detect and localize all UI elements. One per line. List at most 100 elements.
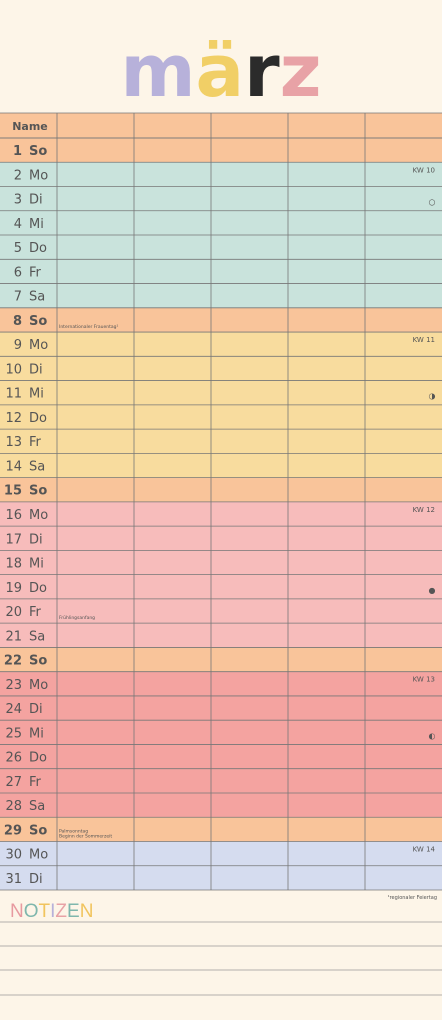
day-name: Mo bbox=[29, 168, 48, 183]
day-row bbox=[0, 550, 442, 575]
header-label: Name bbox=[12, 120, 48, 133]
moon-phase: ◐ bbox=[429, 731, 436, 740]
day-row bbox=[0, 186, 442, 211]
day-row bbox=[0, 865, 442, 890]
week-number: KW 12 bbox=[413, 506, 435, 514]
day-row bbox=[0, 380, 442, 405]
day-name: Mo bbox=[29, 508, 48, 523]
day-number: 1 bbox=[13, 144, 22, 159]
day-name: Di bbox=[29, 872, 43, 887]
day-row bbox=[0, 477, 442, 502]
day-name: Do bbox=[29, 581, 47, 596]
day-number: 4 bbox=[14, 217, 22, 232]
day-name: So bbox=[29, 484, 47, 499]
day-row bbox=[0, 841, 442, 866]
day-name: So bbox=[29, 823, 47, 838]
day-row bbox=[0, 647, 442, 672]
day-row bbox=[0, 792, 442, 818]
day-number: 3 bbox=[14, 193, 22, 208]
day-name: Fr bbox=[29, 435, 42, 450]
day-name: Mi bbox=[29, 557, 44, 572]
day-number: 23 bbox=[5, 678, 22, 693]
day-name: Fr bbox=[29, 265, 42, 280]
day-row bbox=[0, 404, 442, 430]
day-row bbox=[0, 598, 442, 624]
day-name: So bbox=[29, 314, 47, 329]
day-row bbox=[0, 744, 442, 769]
day-name: Do bbox=[29, 751, 47, 766]
day-row bbox=[0, 768, 442, 793]
header-row bbox=[0, 113, 442, 138]
holiday-note: Beginn der Sommerzeit bbox=[59, 833, 112, 839]
day-row bbox=[0, 138, 442, 163]
moon-phase: ◑ bbox=[429, 392, 436, 401]
day-row bbox=[0, 259, 442, 284]
day-number: 29 bbox=[4, 823, 22, 838]
day-number: 18 bbox=[5, 557, 22, 572]
day-row bbox=[0, 210, 442, 236]
day-row bbox=[0, 332, 442, 357]
notes-title: NOTIZEN bbox=[10, 901, 93, 922]
day-row bbox=[0, 671, 442, 696]
day-number: 19 bbox=[5, 581, 22, 596]
day-name: Mo bbox=[29, 338, 48, 353]
day-name: Mi bbox=[29, 217, 44, 232]
day-name: Di bbox=[29, 702, 43, 717]
day-number: 22 bbox=[4, 654, 22, 669]
day-number: 12 bbox=[5, 411, 22, 426]
day-row bbox=[0, 574, 442, 599]
day-number: 7 bbox=[14, 290, 22, 305]
day-name: Do bbox=[29, 241, 47, 256]
week-number: KW 14 bbox=[413, 845, 436, 853]
day-name: Mi bbox=[29, 387, 44, 402]
day-number: 13 bbox=[5, 435, 22, 450]
day-number: 6 bbox=[14, 265, 22, 280]
day-name: Fr bbox=[29, 605, 42, 620]
day-row bbox=[0, 356, 442, 381]
week-number: KW 11 bbox=[413, 336, 435, 344]
day-number: 31 bbox=[5, 872, 22, 887]
day-name: Mi bbox=[29, 726, 44, 741]
day-row bbox=[0, 162, 442, 187]
day-number: 14 bbox=[5, 459, 22, 474]
day-number: 9 bbox=[14, 338, 22, 353]
day-number: 21 bbox=[5, 629, 22, 644]
day-row bbox=[0, 623, 442, 648]
day-number: 15 bbox=[4, 484, 22, 499]
day-number: 5 bbox=[14, 241, 22, 256]
holiday-note: Frühlingsanfang bbox=[59, 615, 95, 621]
day-number: 24 bbox=[5, 702, 22, 717]
day-row bbox=[0, 453, 442, 478]
day-row bbox=[0, 695, 442, 721]
day-number: 8 bbox=[13, 314, 22, 329]
day-name: Sa bbox=[29, 799, 45, 814]
day-number: 25 bbox=[5, 726, 22, 741]
day-row bbox=[0, 720, 442, 745]
day-row bbox=[0, 235, 442, 260]
day-name: Do bbox=[29, 411, 47, 426]
footnote: ¹regionaler Feiertag bbox=[388, 895, 437, 901]
day-number: 2 bbox=[14, 168, 22, 183]
holiday-note: Palmsonntag bbox=[59, 828, 88, 834]
day-number: 11 bbox=[5, 387, 22, 402]
day-name: So bbox=[29, 144, 47, 159]
day-row bbox=[0, 283, 442, 308]
day-number: 17 bbox=[5, 532, 22, 547]
day-name: Di bbox=[29, 362, 43, 377]
day-name: Fr bbox=[29, 775, 42, 790]
month-title: märz bbox=[120, 29, 321, 113]
week-number: KW 10 bbox=[413, 166, 435, 174]
holiday-note: Internationaler Frauentag¹ bbox=[59, 324, 118, 330]
day-number: 28 bbox=[5, 799, 22, 814]
day-number: 10 bbox=[5, 362, 22, 377]
day-name: Di bbox=[29, 532, 43, 547]
day-name: Sa bbox=[29, 629, 45, 644]
day-row bbox=[0, 307, 442, 333]
day-number: 27 bbox=[5, 775, 22, 790]
day-row bbox=[0, 501, 442, 527]
day-name: Mo bbox=[29, 678, 48, 693]
day-name: Mo bbox=[29, 848, 48, 863]
day-number: 16 bbox=[5, 508, 22, 523]
moon-phase: ○ bbox=[429, 198, 436, 207]
